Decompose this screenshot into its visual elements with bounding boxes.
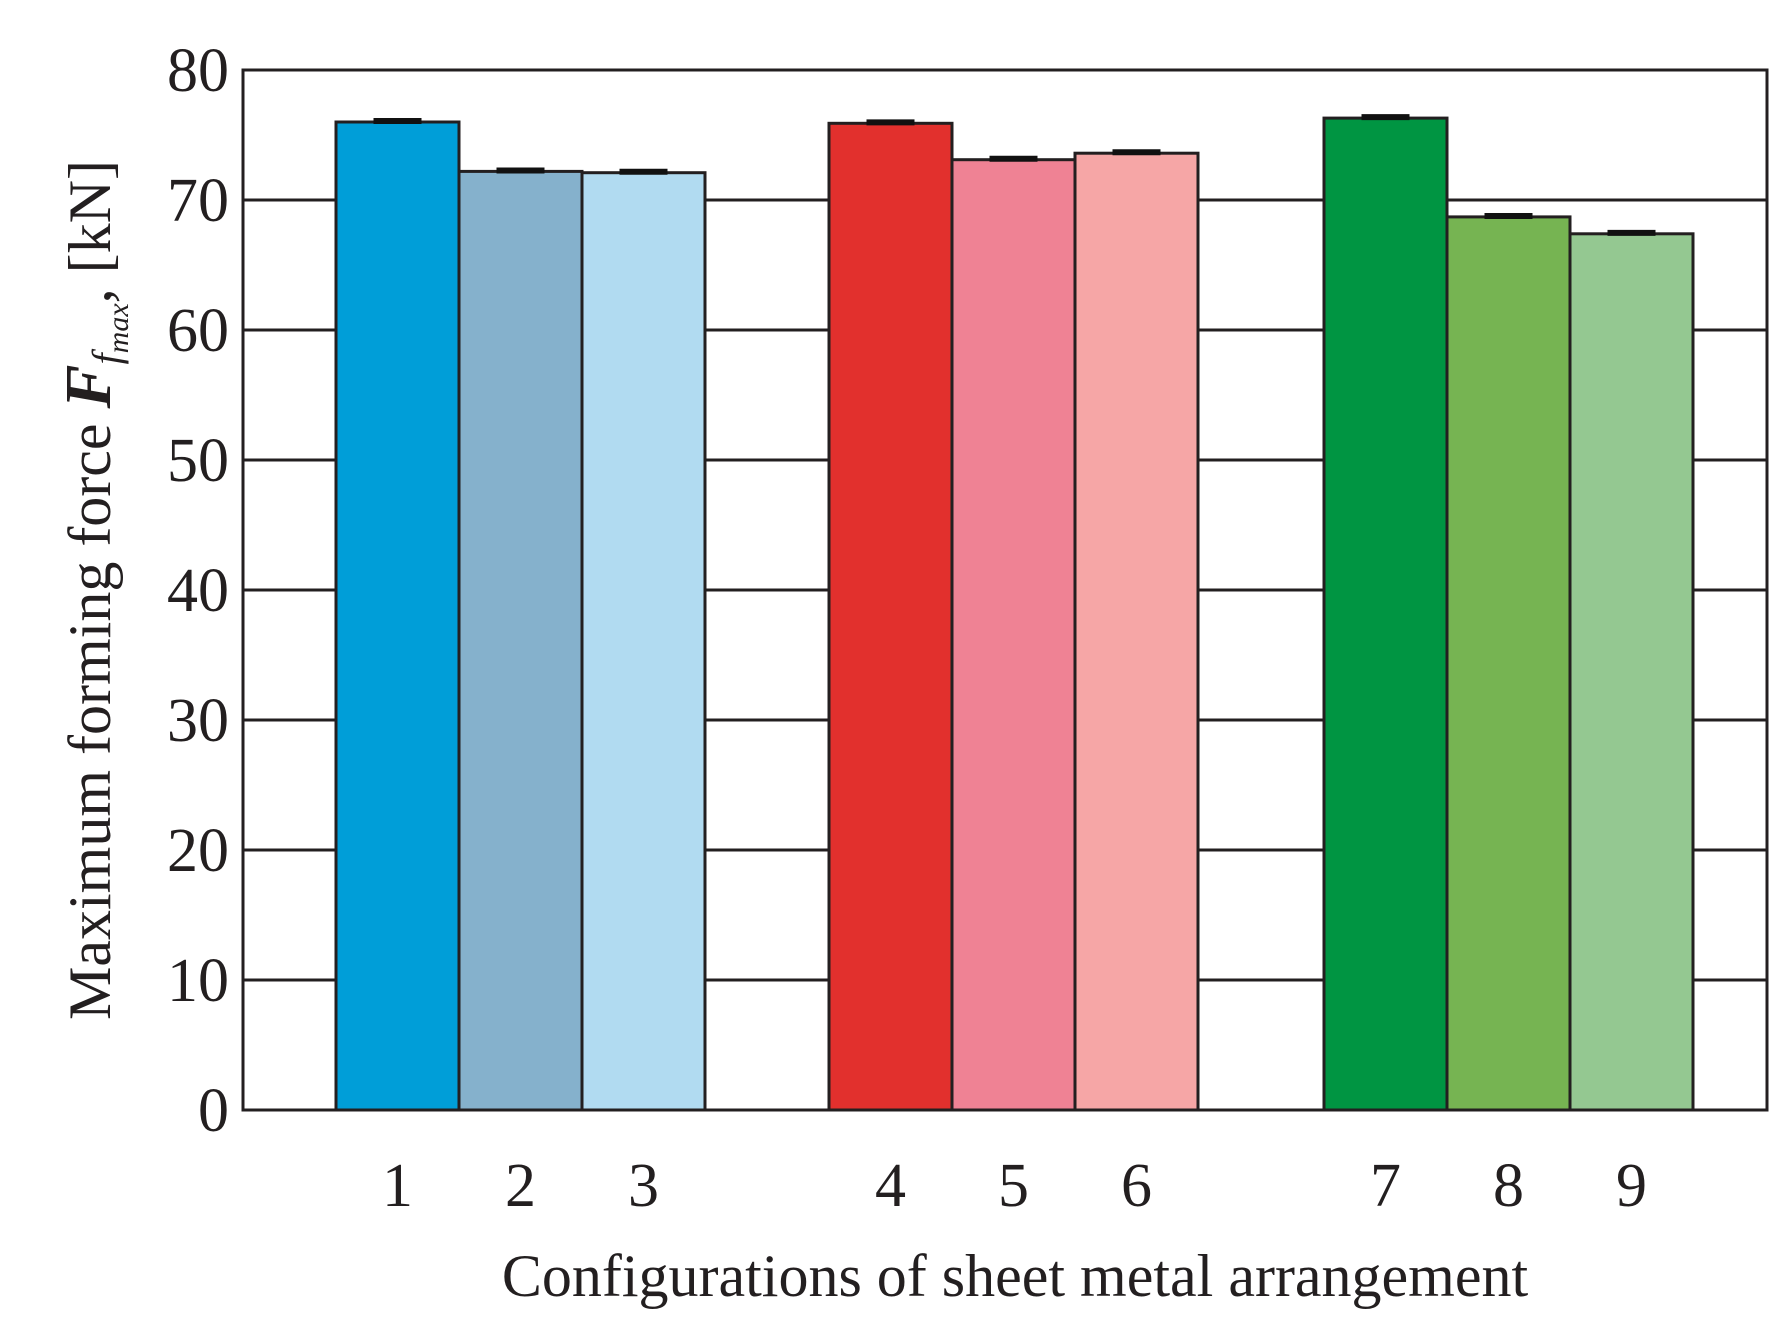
x-tick-label: 7 [1370, 1152, 1401, 1220]
y-axis-title-suffix: , [kN] [57, 160, 123, 303]
x-tick-labels: 1 2 3 4 5 6 7 8 9 [382, 1152, 1647, 1220]
y-tick-label: 10 [167, 947, 229, 1015]
y-tick-label: 60 [167, 297, 229, 365]
y-axis-title: Maximum forming force Ffmax, [kN] [52, 160, 135, 1020]
bar-3 [580, 171, 707, 1112]
y-tick-label: 80 [167, 37, 229, 105]
x-tick-label: 2 [505, 1152, 536, 1220]
x-tick-label: 6 [1121, 1152, 1152, 1220]
bar-2 [457, 169, 584, 1112]
bar-4 [827, 121, 954, 1112]
x-tick-label: 3 [628, 1152, 659, 1220]
y-tick-label: 0 [198, 1077, 229, 1145]
x-tick-label: 9 [1616, 1152, 1647, 1220]
x-axis-title: Configurations of sheet metal arrangemen… [502, 1243, 1529, 1309]
x-tick-label: 4 [875, 1152, 906, 1220]
bars [334, 116, 1695, 1112]
y-tick-label: 70 [167, 167, 229, 235]
x-tick-label: 8 [1493, 1152, 1524, 1220]
y-tick-label: 30 [167, 687, 229, 755]
y-tick-label: 50 [167, 427, 229, 495]
y-tick-label: 40 [167, 557, 229, 625]
error-bars [373, 114, 1656, 236]
x-tick-label: 5 [998, 1152, 1029, 1220]
y-axis-title-symbol: F [52, 364, 125, 409]
y-tick-label: 20 [167, 817, 229, 885]
y-axis-title-prefix: Maximum forming force [57, 408, 123, 1020]
x-tick-label: 1 [382, 1152, 413, 1220]
y-axis-title-subscript-max: max [102, 303, 135, 354]
bar-8 [1445, 215, 1572, 1112]
bar-6 [1073, 151, 1200, 1112]
bar-7 [1322, 116, 1449, 1112]
bar-5 [950, 158, 1077, 1112]
bar-1 [334, 120, 461, 1112]
bar-9 [1568, 232, 1695, 1112]
y-tick-labels: 0 10 20 30 40 50 60 70 80 [167, 37, 229, 1145]
plot-frame [241, 68, 1769, 1112]
